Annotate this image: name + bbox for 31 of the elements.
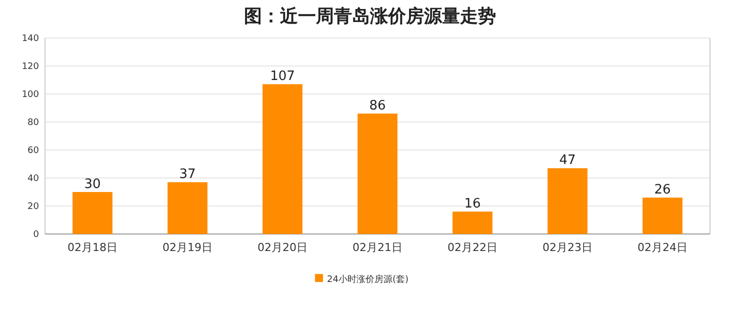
y-tick-label: 100	[22, 90, 40, 100]
data-label: 37	[179, 167, 196, 182]
y-tick-label: 60	[28, 146, 40, 156]
x-tick-label: 02月21日	[352, 241, 402, 254]
bar	[642, 198, 682, 234]
data-label: 107	[270, 69, 295, 84]
data-label: 47	[559, 153, 576, 168]
x-tick-label: 02月19日	[162, 241, 212, 254]
y-tick-label: 120	[22, 62, 40, 72]
x-tick-label: 02月18日	[68, 241, 118, 254]
bar	[452, 212, 492, 234]
data-label: 26	[654, 182, 671, 198]
bar	[548, 168, 588, 234]
y-tick-label: 140	[22, 34, 40, 44]
data-label: 16	[464, 196, 481, 212]
bar	[262, 84, 302, 234]
bar	[168, 182, 208, 234]
legend-label: 24小时涨价房源(套)	[327, 274, 408, 285]
y-tick-label: 80	[28, 118, 40, 128]
chart-title: 图：近一周青岛涨价房源量走势	[244, 6, 496, 27]
x-tick-label: 02月23日	[542, 241, 592, 254]
data-label: 86	[369, 98, 386, 114]
bar	[358, 114, 398, 234]
data-label: 30	[84, 177, 101, 192]
x-tick-label: 02月24日	[638, 241, 688, 254]
x-tick-label: 02月22日	[448, 241, 498, 254]
x-tick-label: 02月20日	[258, 241, 308, 254]
y-tick-label: 20	[28, 202, 40, 212]
bar	[72, 192, 112, 234]
y-tick-label: 40	[28, 174, 40, 184]
y-tick-label: 0	[33, 230, 40, 240]
